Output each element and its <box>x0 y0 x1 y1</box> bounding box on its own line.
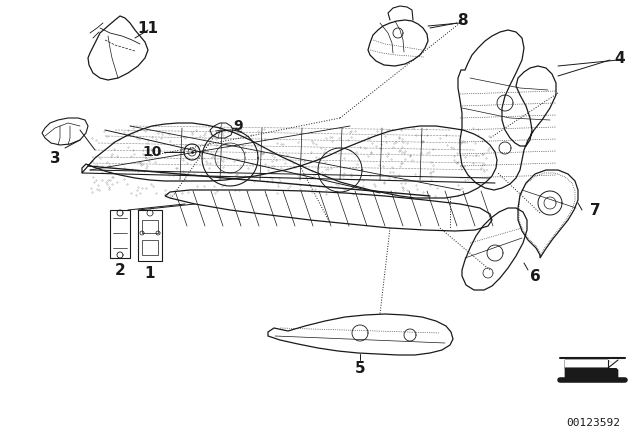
Polygon shape <box>565 360 618 378</box>
Text: 00123592: 00123592 <box>566 418 620 428</box>
Text: 4: 4 <box>614 51 625 65</box>
Text: 8: 8 <box>457 13 467 27</box>
Polygon shape <box>565 360 618 368</box>
Text: 1: 1 <box>145 266 156 280</box>
Text: 5: 5 <box>355 361 365 375</box>
Text: 3: 3 <box>50 151 60 165</box>
Text: 7: 7 <box>590 202 600 217</box>
Text: 9: 9 <box>233 119 243 133</box>
Text: 6: 6 <box>530 268 541 284</box>
Text: 10: 10 <box>143 145 162 159</box>
Text: 2: 2 <box>115 263 125 277</box>
Text: 11: 11 <box>138 21 159 35</box>
